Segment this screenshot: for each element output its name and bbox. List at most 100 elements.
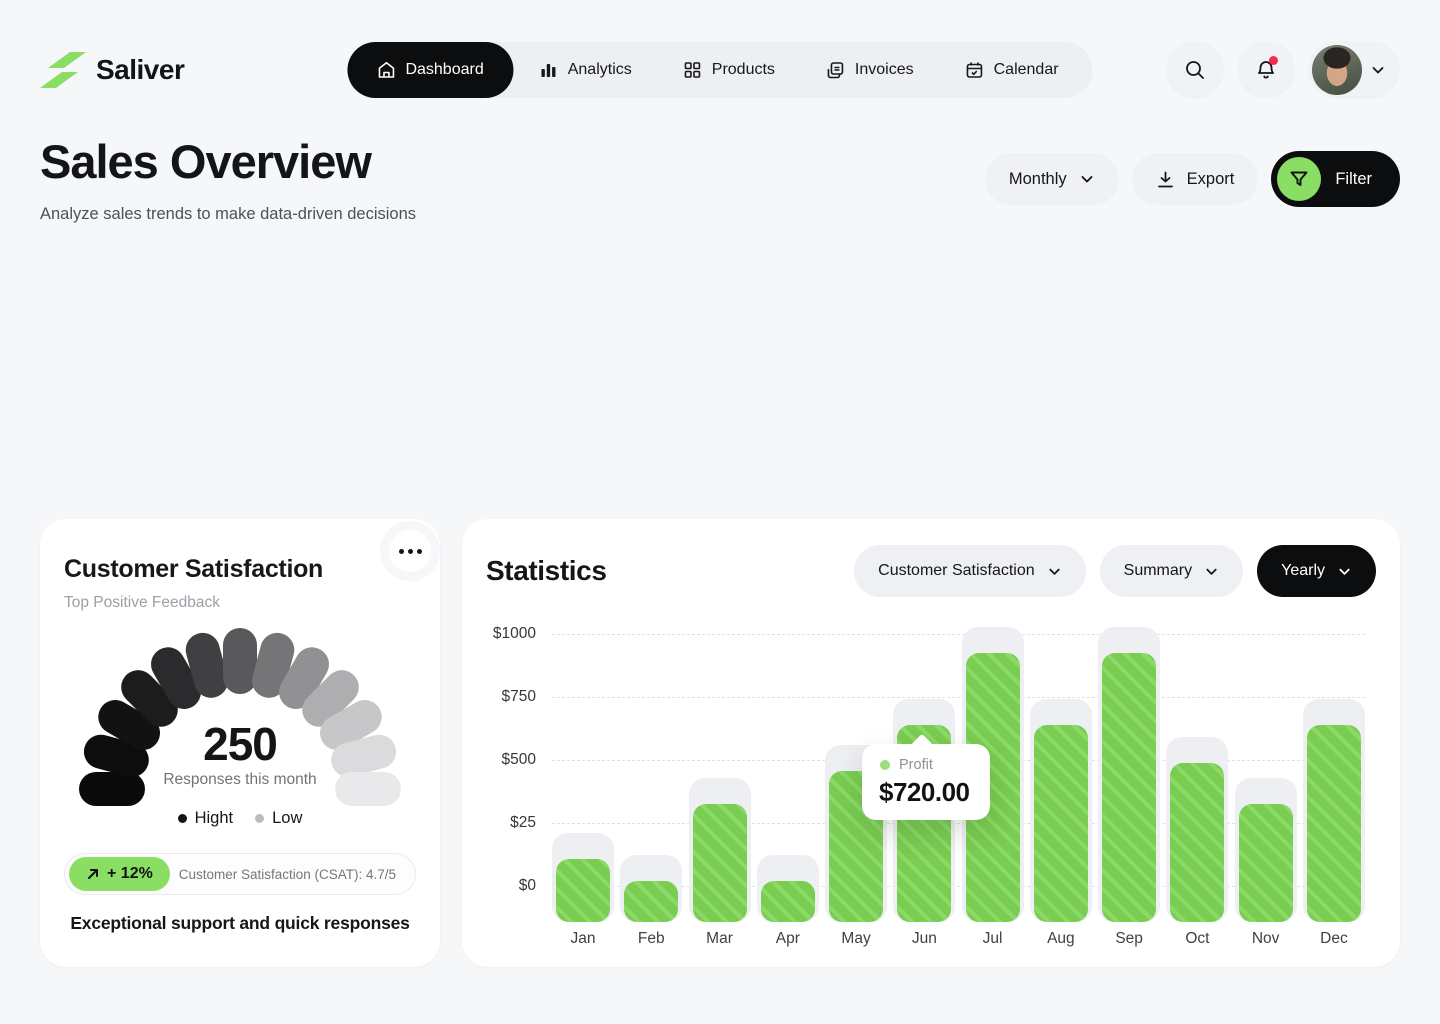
bar-column-nov[interactable]: Nov xyxy=(1235,619,1297,922)
chevron-down-icon xyxy=(1370,62,1386,78)
legend-label-high: Hight xyxy=(195,809,234,828)
top-bar: Saliver Dashboard Analytics xyxy=(40,40,1400,100)
grid-icon xyxy=(684,61,702,79)
bar-nov[interactable] xyxy=(1239,804,1293,922)
bar-oct[interactable] xyxy=(1170,763,1224,922)
nav-item-analytics[interactable]: Analytics xyxy=(514,42,658,98)
legend-dot-low xyxy=(255,814,264,823)
nav-item-dashboard[interactable]: Dashboard xyxy=(347,42,513,98)
search-icon xyxy=(1184,59,1206,81)
notifications-button[interactable] xyxy=(1237,41,1295,99)
statistics-header: Statistics Customer Satisfaction Summary… xyxy=(462,519,1400,597)
csat-summary-row: + 12% Customer Satisfaction (CSAT): 4.7/… xyxy=(64,853,416,895)
bar-dec[interactable] xyxy=(1307,725,1361,922)
brand-logo[interactable]: Saliver xyxy=(40,50,184,90)
profile-menu[interactable] xyxy=(1308,41,1400,99)
profit-bar-chart: $1000$750$500$25$0 JanFebMarAprMayJunJul… xyxy=(484,619,1365,959)
bar-chart-icon xyxy=(540,61,558,79)
change-badge-value: + 12% xyxy=(107,865,153,883)
filter-button-label: Filter xyxy=(1335,170,1372,189)
export-button[interactable]: Export xyxy=(1132,153,1259,205)
range-dropdown[interactable]: Yearly xyxy=(1257,545,1376,597)
filter-button[interactable]: Filter xyxy=(1271,151,1400,207)
bar-column-dec[interactable]: Dec xyxy=(1303,619,1365,922)
view-dropdown[interactable]: Summary xyxy=(1100,545,1243,597)
csat-label: Customer Satisfaction (CSAT): 4.7/5 xyxy=(170,867,415,882)
gauge-caption: Responses this month xyxy=(40,771,440,789)
filter-icon xyxy=(1277,157,1321,201)
range-dropdown-value: Yearly xyxy=(1281,562,1325,580)
page-controls: Monthly Export Filter xyxy=(985,151,1400,207)
gauge-legend: Hight Low xyxy=(40,809,440,828)
y-axis-label: $25 xyxy=(510,814,536,832)
bar-apr[interactable] xyxy=(761,881,815,922)
change-badge: + 12% xyxy=(69,857,170,891)
y-axis-label: $0 xyxy=(519,877,536,895)
page-header-text: Sales Overview Analyze sales trends to m… xyxy=(40,134,416,224)
tooltip-header: Profit xyxy=(880,757,990,773)
page-title: Sales Overview xyxy=(40,134,416,189)
tooltip-value: $720.00 xyxy=(879,777,990,808)
chevron-down-icon xyxy=(1079,171,1095,187)
legend-dot-high xyxy=(178,814,187,823)
bar-jan[interactable] xyxy=(556,859,610,922)
more-options-button[interactable] xyxy=(380,521,440,581)
home-icon xyxy=(377,61,395,79)
nav-item-products[interactable]: Products xyxy=(658,42,801,98)
search-button[interactable] xyxy=(1166,41,1224,99)
chevron-down-icon xyxy=(1337,564,1352,579)
bar-column-jan[interactable]: Jan xyxy=(552,619,614,922)
card-subtitle: Top Positive Feedback xyxy=(64,594,416,612)
gauge-value: 250 xyxy=(40,717,440,771)
invoice-icon xyxy=(827,61,845,79)
metric-dropdown-value: Customer Satisfaction xyxy=(878,562,1035,580)
tooltip-series-label: Profit xyxy=(899,757,933,773)
chevron-down-icon xyxy=(1047,564,1062,579)
bar-feb[interactable] xyxy=(624,881,678,922)
nav-label-analytics: Analytics xyxy=(568,61,632,79)
avatar xyxy=(1312,45,1362,95)
nav-item-invoices[interactable]: Invoices xyxy=(801,42,940,98)
chevron-down-icon xyxy=(1204,564,1219,579)
bar-mar[interactable] xyxy=(693,804,747,922)
bar-column-feb[interactable]: Feb xyxy=(620,619,682,922)
calendar-icon xyxy=(966,61,984,79)
y-axis-label: $500 xyxy=(502,751,536,769)
nav-item-calendar[interactable]: Calendar xyxy=(940,42,1085,98)
page-header: Sales Overview Analyze sales trends to m… xyxy=(0,134,1440,224)
x-axis-label: Dec xyxy=(1293,930,1375,948)
nav-label-dashboard: Dashboard xyxy=(405,61,483,79)
metric-dropdown[interactable]: Customer Satisfaction xyxy=(854,545,1086,597)
bar-column-aug[interactable]: Aug xyxy=(1030,619,1092,922)
ellipsis-icon xyxy=(399,549,404,554)
bar-column-sep[interactable]: Sep xyxy=(1098,619,1160,922)
period-dropdown[interactable]: Monthly xyxy=(985,153,1119,205)
y-axis-label: $750 xyxy=(502,688,536,706)
y-axis-label: $1000 xyxy=(493,625,536,643)
top-bar-actions xyxy=(1166,41,1400,99)
bar-aug[interactable] xyxy=(1034,725,1088,922)
statistics-title: Statistics xyxy=(486,555,607,587)
download-icon xyxy=(1156,170,1175,189)
card-title: Customer Satisfaction xyxy=(64,555,416,584)
bar-column-oct[interactable]: Oct xyxy=(1166,619,1228,922)
legend-item-low: Low xyxy=(255,809,302,828)
view-dropdown-value: Summary xyxy=(1124,562,1192,580)
bar-sep[interactable] xyxy=(1102,653,1156,922)
bar-column-mar[interactable]: Mar xyxy=(689,619,751,922)
nav-label-products: Products xyxy=(712,61,775,79)
statistics-card: Statistics Customer Satisfaction Summary… xyxy=(462,519,1400,967)
page-subtitle: Analyze sales trends to make data-driven… xyxy=(40,205,416,224)
profit-series-dot xyxy=(880,760,890,770)
satisfaction-footer: Exceptional support and quick responses xyxy=(40,913,440,934)
notification-unread-dot xyxy=(1269,56,1278,65)
legend-label-low: Low xyxy=(272,809,302,828)
customer-satisfaction-card: Customer Satisfaction Top Positive Feedb… xyxy=(40,519,440,967)
bar-column-apr[interactable]: Apr xyxy=(757,619,819,922)
brand-name: Saliver xyxy=(96,54,184,86)
cards-row: Customer Satisfaction Top Positive Feedb… xyxy=(0,519,1440,967)
nav-label-calendar: Calendar xyxy=(994,61,1059,79)
saliver-logo-icon xyxy=(40,50,86,90)
legend-item-high: Hight xyxy=(178,809,234,828)
statistics-filters: Customer Satisfaction Summary Yearly xyxy=(854,545,1376,597)
